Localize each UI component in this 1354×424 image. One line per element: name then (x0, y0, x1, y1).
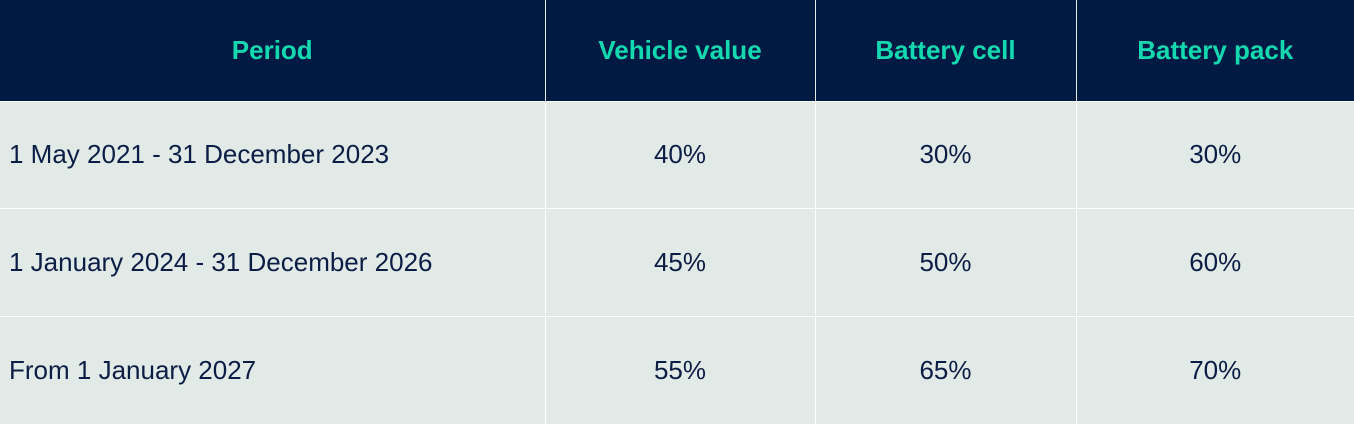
table-row: 1 May 2021 - 31 December 2023 40% 30% 30… (0, 100, 1354, 209)
vehicle-value-cell: 45% (544, 208, 815, 317)
table-header: Period Vehicle value Battery cell Batter… (0, 0, 1354, 101)
period-cell: From 1 January 2027 (0, 315, 545, 424)
battery-pack-cell: 60% (1075, 208, 1354, 317)
vehicle-value-cell: 40% (544, 100, 815, 209)
header-battery-pack: Battery pack (1075, 0, 1354, 101)
battery-cell-cell: 50% (814, 208, 1076, 317)
header-battery-cell: Battery cell (814, 0, 1076, 101)
period-cell: 1 May 2021 - 31 December 2023 (0, 100, 545, 209)
battery-pack-cell: 70% (1075, 315, 1354, 424)
battery-cell-cell: 65% (814, 315, 1076, 424)
period-cell: 1 January 2024 - 31 December 2026 (0, 208, 545, 317)
vehicle-value-cell: 55% (544, 315, 815, 424)
header-period: Period (0, 0, 545, 101)
header-vehicle-value: Vehicle value (544, 0, 815, 101)
header-row: Period Vehicle value Battery cell Batter… (0, 0, 1354, 101)
table-row: From 1 January 2027 55% 65% 70% (0, 315, 1354, 424)
table-body: 1 May 2021 - 31 December 2023 40% 30% 30… (0, 100, 1354, 424)
battery-cell-cell: 30% (814, 100, 1076, 209)
battery-pack-cell: 30% (1075, 100, 1354, 209)
table-row: 1 January 2024 - 31 December 2026 45% 50… (0, 208, 1354, 317)
